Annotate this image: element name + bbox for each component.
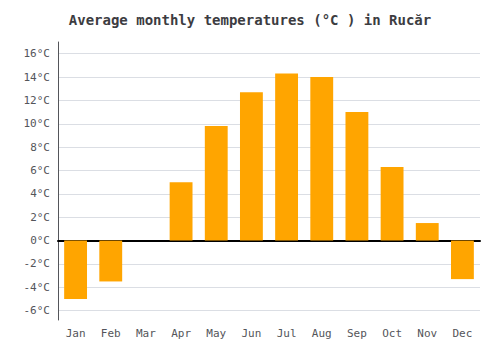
svg-text:Dec: Dec <box>452 327 472 340</box>
svg-text:May: May <box>206 327 226 340</box>
svg-text:2°C: 2°C <box>30 211 50 224</box>
svg-text:-6°C: -6°C <box>24 304 51 317</box>
svg-text:6°C: 6°C <box>30 164 50 177</box>
svg-text:Average monthly temperatures (: Average monthly temperatures (°C ) in Ru… <box>69 12 431 28</box>
svg-text:Jul: Jul <box>277 327 297 340</box>
svg-text:Jan: Jan <box>66 327 86 340</box>
svg-text:Jun: Jun <box>241 327 261 340</box>
svg-text:-2°C: -2°C <box>24 257 51 270</box>
svg-text:Mar: Mar <box>136 327 156 340</box>
svg-text:0°C: 0°C <box>30 234 50 247</box>
svg-text:8°C: 8°C <box>30 141 50 154</box>
svg-text:Apr: Apr <box>171 327 191 340</box>
svg-text:Feb: Feb <box>101 327 121 340</box>
svg-text:Nov: Nov <box>417 327 437 340</box>
svg-text:Oct: Oct <box>382 327 402 340</box>
svg-text:14°C: 14°C <box>24 71 51 84</box>
svg-text:-4°C: -4°C <box>24 281 51 294</box>
svg-text:12°C: 12°C <box>24 94 51 107</box>
svg-text:16°C: 16°C <box>24 47 51 60</box>
svg-text:10°C: 10°C <box>24 117 51 130</box>
svg-text:4°C: 4°C <box>30 187 50 200</box>
svg-text:Sep: Sep <box>347 327 367 340</box>
svg-text:Aug: Aug <box>312 327 332 340</box>
